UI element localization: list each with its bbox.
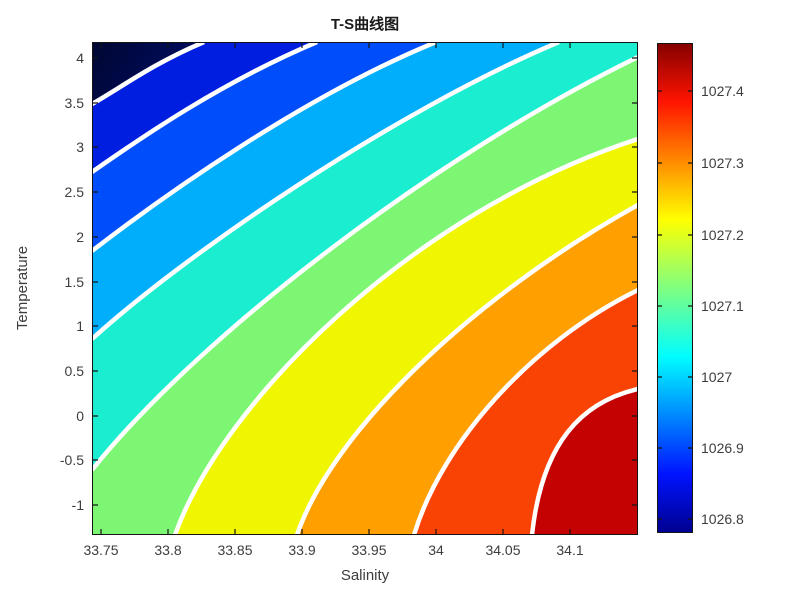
x-tick-label: 33.95 bbox=[351, 542, 387, 558]
colorbar-tick-label: 1027.1 bbox=[701, 298, 744, 314]
y-tick-label: 0.5 bbox=[64, 363, 84, 379]
chart-title: T-S曲线图 bbox=[330, 16, 400, 33]
y-tick-label: -0.5 bbox=[59, 452, 84, 468]
y-tick-label: 4 bbox=[76, 50, 84, 66]
y-tick-label: 3.5 bbox=[64, 95, 84, 111]
colorbar-tick-label: 1027 bbox=[701, 369, 733, 385]
axis-ticks bbox=[92, 42, 638, 535]
contour-line-8 bbox=[411, 287, 638, 535]
contour-line-9 bbox=[529, 386, 638, 535]
x-tick-label: 34 bbox=[428, 542, 444, 558]
contour-plot bbox=[92, 42, 638, 535]
y-tick-label: 2.5 bbox=[64, 184, 84, 200]
x-axis-label: Salinity bbox=[340, 567, 390, 584]
contour-lines bbox=[92, 42, 638, 535]
colorbar-ticks bbox=[657, 90, 693, 520]
colorbar bbox=[657, 43, 693, 533]
contour-line-3 bbox=[92, 42, 437, 253]
y-tick-label: -1 bbox=[71, 497, 84, 513]
x-tick-label: 33.75 bbox=[83, 542, 119, 558]
plot-border bbox=[92, 42, 638, 535]
contour-line-4 bbox=[92, 42, 560, 341]
y-tick-label: 2 bbox=[76, 229, 84, 245]
colorbar-tick-label: 1026.9 bbox=[701, 440, 744, 456]
x-tick-label: 34.05 bbox=[485, 542, 521, 558]
colorbar-gradient bbox=[657, 43, 693, 533]
y-tick-label: 3 bbox=[76, 139, 84, 155]
colorbar-tick-label: 1027.4 bbox=[701, 83, 744, 99]
contour-line-5 bbox=[92, 54, 638, 472]
band-dark-red bbox=[532, 389, 638, 535]
colorbar-tick-label: 1027.3 bbox=[701, 155, 744, 171]
contour-line-1 bbox=[92, 42, 205, 106]
x-tick-label: 34.1 bbox=[556, 542, 584, 558]
y-tick-label: 1.5 bbox=[64, 274, 84, 290]
colorbar-tick-label: 1026.8 bbox=[701, 511, 744, 527]
x-tick-label: 33.8 bbox=[154, 542, 182, 558]
contour-line-7 bbox=[294, 203, 638, 535]
y-tick-label: 1 bbox=[76, 318, 84, 334]
y-axis-label: Temperature bbox=[14, 245, 31, 331]
x-tick-label: 33.85 bbox=[217, 542, 253, 558]
y-tick-label: 0 bbox=[76, 408, 84, 424]
x-tick-label: 33.9 bbox=[288, 542, 316, 558]
contour-line-2 bbox=[92, 42, 318, 174]
colorbar-tick-label: 1027.2 bbox=[701, 227, 744, 243]
contour-line-6 bbox=[172, 136, 638, 535]
colorbar-border bbox=[657, 43, 693, 533]
